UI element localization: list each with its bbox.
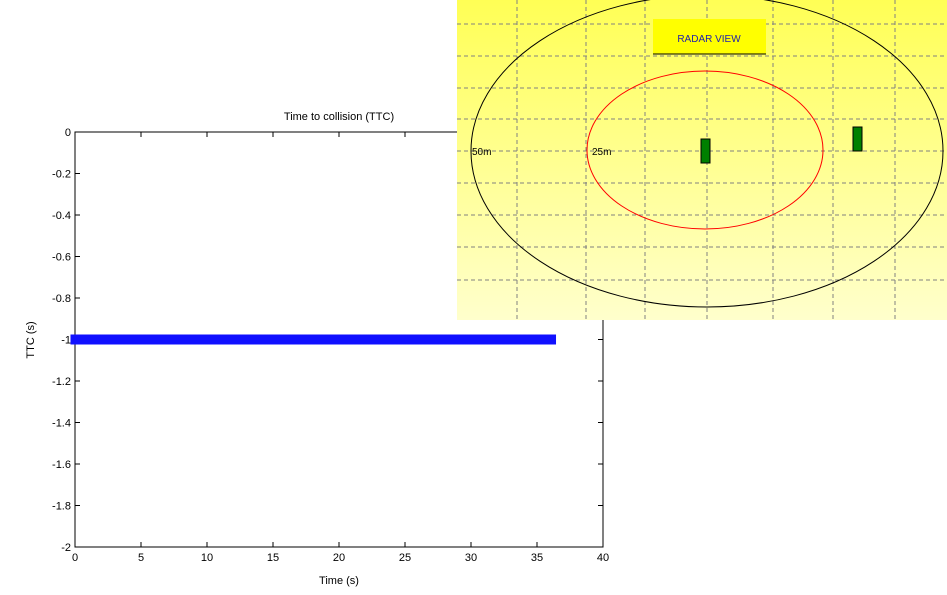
radar-target-2 — [852, 126, 863, 152]
y-axis: 0 -0.2 -0.4 -0.6 -0.8 -1 -1.2 -1.4 -1.6 -1.8 -2 — [52, 127, 603, 554]
x-tick-label: 35 — [531, 552, 543, 564]
range-label-50m: 50m — [472, 147, 491, 158]
x-tick-label: 15 — [267, 552, 279, 564]
y-tick-label: -1 — [61, 335, 71, 347]
x-axis: 0 5 10 15 20 25 30 35 40 — [72, 132, 609, 564]
x-tick-label: 30 — [465, 552, 477, 564]
y-tick-label: -0.4 — [52, 210, 71, 222]
y-tick-label: -1.8 — [52, 501, 71, 513]
x-tick-label: 40 — [597, 552, 609, 564]
ttc-point — [547, 334, 557, 345]
y-tick-label: -0.8 — [52, 293, 71, 305]
ttc-series — [70, 334, 557, 345]
y-tick-label: -0.2 — [52, 169, 71, 181]
range-ring-25m — [586, 70, 824, 230]
y-tick-label: 0 — [65, 127, 71, 139]
y-tick-label: -2 — [61, 542, 71, 554]
range-ring-50m — [470, 0, 944, 308]
x-tick-label: 20 — [333, 552, 345, 564]
radar-title: RADAR VIEW — [677, 34, 741, 45]
x-tick-label: 5 — [138, 552, 144, 564]
radar-target-1 — [700, 138, 711, 164]
y-axis-label: TTC (s) — [25, 321, 37, 358]
x-tick-label: 10 — [201, 552, 213, 564]
x-tick-label: 0 — [72, 552, 78, 564]
range-label-25m: 25m — [592, 147, 611, 158]
radar-view: 50m 25m RADAR VIEW — [457, 0, 947, 320]
y-tick-label: -1.2 — [52, 376, 71, 388]
chart-title: Time to collision (TTC) — [284, 111, 394, 123]
y-tick-label: -1.6 — [52, 459, 71, 471]
radar-title-box — [653, 19, 766, 54]
x-tick-label: 25 — [399, 552, 411, 564]
x-axis-label: Time (s) — [319, 575, 359, 587]
y-tick-label: -0.6 — [52, 252, 71, 264]
y-tick-label: -1.4 — [52, 418, 71, 430]
